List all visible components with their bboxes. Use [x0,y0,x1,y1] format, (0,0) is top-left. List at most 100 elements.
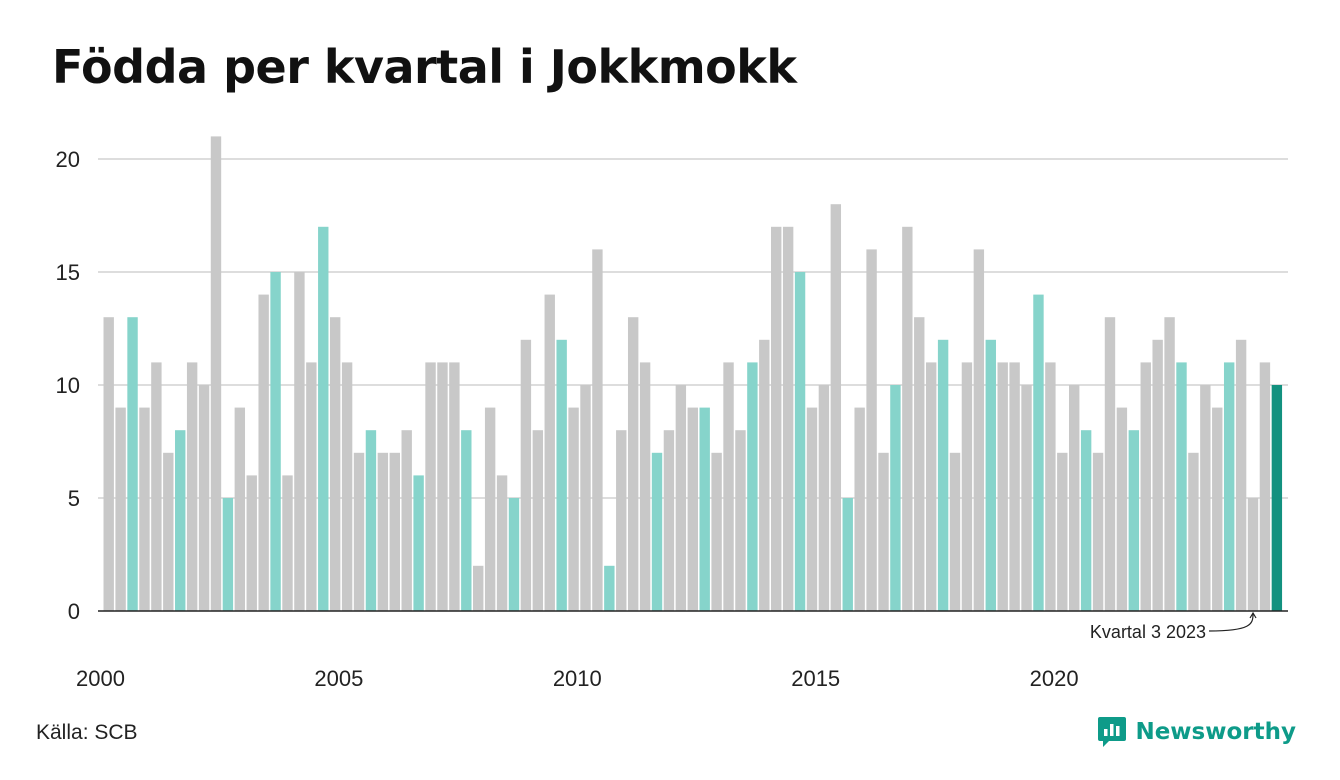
bar [282,475,293,611]
bar [759,339,770,611]
bar [818,385,830,611]
bar [1188,452,1199,611]
bar [735,430,746,611]
bar [794,272,806,611]
bar [747,362,758,611]
bar [1057,452,1068,611]
bar [329,317,341,611]
bar [234,407,246,611]
bar [687,407,698,611]
brand-name: Newsworthy [1135,719,1296,745]
bar [473,565,484,611]
bar [902,226,913,612]
bar [771,226,782,612]
bar [1223,362,1235,611]
x-tick-label: 2005 [314,666,363,691]
bar [186,362,198,611]
bar [568,407,579,611]
bar [949,452,961,611]
bar [866,249,877,611]
bar [639,362,651,611]
y-axis-tick-labels: 0 5 10 15 20 [56,147,80,624]
bar [1033,294,1044,611]
bar [1212,407,1223,611]
bar [508,498,520,611]
bar [1080,430,1092,611]
x-tick-label: 2000 [76,666,125,691]
bar [937,339,949,611]
x-tick-label: 2010 [553,666,602,691]
bar [961,362,973,611]
bar [461,430,472,611]
bar [270,272,281,611]
bar [365,430,377,611]
x-tick-label: 2020 [1030,666,1079,691]
bar [997,362,1008,611]
bar [151,362,162,611]
bar [604,565,615,611]
bar [854,407,865,611]
y-tick-label: 10 [56,373,80,398]
bar [103,317,114,611]
bar [139,407,150,611]
bar [627,317,639,611]
annotation: Kvartal 3 2023 [1090,611,1257,642]
bar [401,430,412,611]
bar [723,362,734,611]
bar [580,385,591,611]
bar [198,385,210,611]
bar [699,407,710,611]
bar [973,249,985,611]
annotation-arrow [1208,611,1257,632]
bar [985,339,996,611]
newsworthy-logo-icon [1098,717,1127,747]
bar [1176,362,1187,611]
y-tick-label: 5 [68,486,80,511]
bar [1259,362,1271,611]
bar [127,317,138,611]
bar [925,362,937,611]
bar [1247,498,1259,611]
bar [544,294,555,611]
annotation-label: Kvartal 3 2023 [1090,622,1206,642]
bar [1092,452,1104,611]
bar [663,430,675,611]
y-tick-label: 20 [56,147,80,172]
bar [341,362,353,611]
x-tick-label: 2015 [791,666,840,691]
bar [1140,362,1151,611]
bar [449,362,460,611]
bar [115,407,126,611]
bar [532,430,544,611]
bar [782,226,794,612]
bar [353,452,365,611]
x-axis-tick-labels: 2000 2005 2010 2015 2020 [76,666,1079,691]
bar [1009,362,1020,611]
bar [389,452,400,611]
y-tick-label: 0 [68,599,80,624]
y-tick-label: 15 [56,260,80,285]
bar [592,249,603,611]
brand-logo[interactable]: Newsworthy [1097,715,1296,749]
bar [210,136,222,611]
bar [258,294,269,611]
bar [1271,385,1283,611]
bar [1021,385,1032,611]
bar [675,385,687,611]
bar [616,430,627,611]
bar [222,498,234,611]
bar [1116,407,1128,611]
bar [651,452,663,611]
bar [830,204,842,611]
bar [425,362,436,611]
bar [413,475,424,611]
chart-title: Födda per kvartal i Jokkmokk [52,40,797,94]
bar [556,339,567,611]
bar [1104,317,1116,611]
bar [890,385,901,611]
bar [1164,317,1175,611]
bar [318,226,329,612]
bar [1069,385,1080,611]
bar [806,407,818,611]
bar [496,475,508,611]
